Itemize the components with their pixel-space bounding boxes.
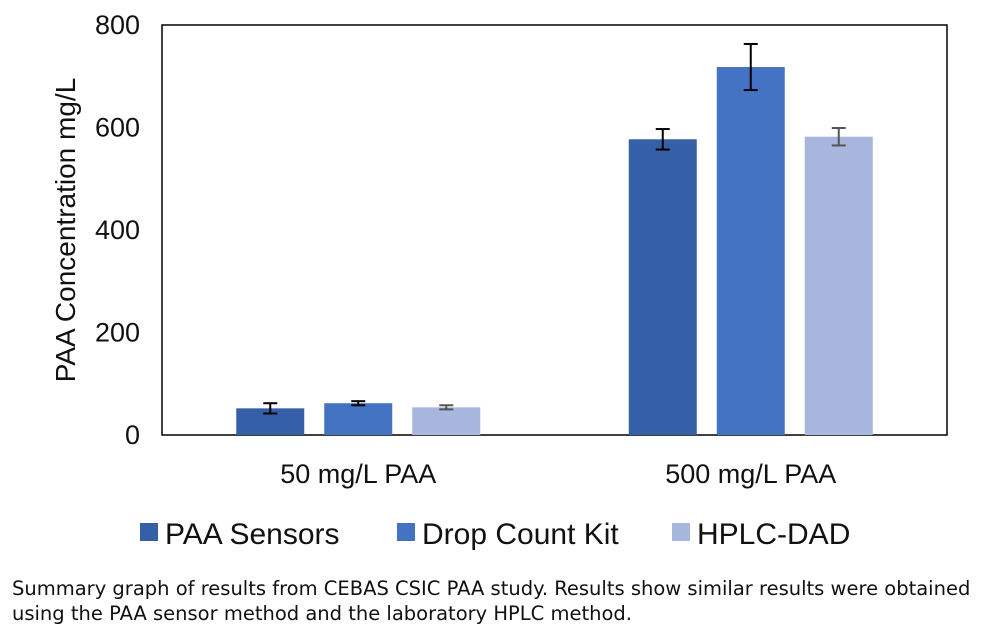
y-axis-ticks: 0 200 400 600 800	[95, 10, 140, 450]
y-tick-label: 0	[125, 420, 140, 450]
y-tick-label: 200	[95, 318, 140, 348]
x-tick-label: 50 mg/L PAA	[280, 459, 436, 489]
y-tick-label: 800	[95, 10, 140, 40]
legend-swatch	[140, 523, 158, 541]
y-tick-label: 400	[95, 215, 140, 245]
x-tick-label: 500 mg/L PAA	[665, 459, 836, 489]
bar	[628, 139, 697, 435]
figure-caption: Summary graph of results from CEBAS CSIC…	[12, 577, 971, 625]
y-axis-title: PAA Concentration mg/L	[50, 78, 81, 383]
legend: PAA Sensors Drop Count Kit HPLC-DAD	[140, 518, 850, 551]
bar-chart: 0 200 400 600 800 50 mg/L PAA 500 mg/L PAA PA…	[50, 10, 948, 551]
bars	[236, 67, 873, 436]
plot-area-frame	[161, 24, 948, 436]
x-axis-ticks: 50 mg/L PAA 500 mg/L PAA	[280, 459, 836, 489]
legend-swatch	[397, 523, 415, 541]
bar	[716, 67, 785, 436]
legend-label: HPLC-DAD	[697, 518, 850, 551]
legend-label: Drop Count Kit	[422, 518, 619, 551]
bar	[324, 403, 393, 435]
y-tick-label: 600	[95, 113, 140, 143]
bar	[804, 136, 873, 435]
legend-swatch	[672, 523, 690, 541]
bar	[412, 407, 481, 435]
legend-label: PAA Sensors	[165, 518, 340, 551]
error-bars	[263, 42, 846, 415]
